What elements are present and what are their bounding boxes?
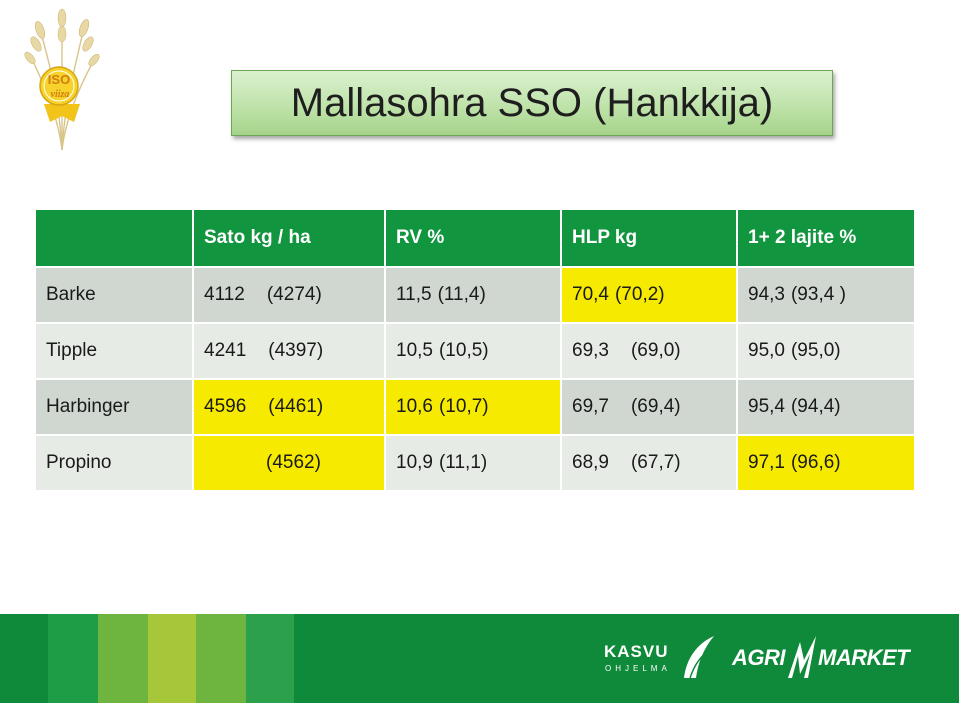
- kasvu-logo-subtext: OHJELMA: [605, 664, 671, 673]
- agrimarket-logo: AGRI MARKET: [732, 634, 914, 680]
- row-label: Tipple: [36, 324, 192, 378]
- row-label: Barke: [36, 268, 192, 322]
- kasvu-logo-text: KASVU: [604, 642, 669, 661]
- cell-yield: 4241 (4397): [194, 324, 384, 378]
- page-title: Mallasohra SSO (Hankkija): [290, 81, 774, 125]
- cell-grading: 97,1 (96,6): [738, 436, 914, 490]
- cell-grading: 95,0 (95,0): [738, 324, 914, 378]
- cell-protein: 10,6 (10,7): [386, 380, 560, 434]
- table-row: Harbinger 4596 (4461) 10,6 (10,7) 69,7 (69,…: [36, 380, 914, 434]
- header-grading: 1+ 2 lajite %: [738, 210, 914, 266]
- svg-text:ISO: ISO: [48, 72, 70, 87]
- iso-viiza-logo: ISO viiza: [22, 0, 102, 151]
- cell-hectoliter: 68,9 (67,7): [562, 436, 736, 490]
- cell-hectoliter: 70,4 (70,2): [562, 268, 736, 322]
- cell-hectoliter: 69,7 (69,4): [562, 380, 736, 434]
- header-cell-empty: [36, 210, 192, 266]
- header-row: Sato kg / ha RV % HLP kg 1+ 2 lajite %: [36, 210, 914, 266]
- row-label: Harbinger: [36, 380, 192, 434]
- cell-yield: (4562): [194, 436, 384, 490]
- header-protein: RV %: [386, 210, 560, 266]
- cell-yield: 4596 (4461): [194, 380, 384, 434]
- footer-stripe: [148, 614, 196, 703]
- footer-band: [0, 614, 959, 703]
- header-yield: Sato kg / ha: [194, 210, 384, 266]
- leaf-icon: [684, 636, 714, 679]
- table-row: Barke 4112 (4274) 11,5 (11,4) 70,4 (70,2) 9…: [36, 268, 914, 322]
- footer-stripe: [196, 614, 246, 703]
- table-row: Tipple 4241 (4397) 10,5 (10,5) 69,3 (69,0) …: [36, 324, 914, 378]
- header-hectoliter: HLP kg: [562, 210, 736, 266]
- title-box: Mallasohra SSO (Hankkija): [231, 70, 833, 136]
- market-text: MARKET: [818, 645, 910, 670]
- footer-stripe: [48, 614, 98, 703]
- cell-hectoliter: 69,3 (69,0): [562, 324, 736, 378]
- cell-yield: 4112 (4274): [194, 268, 384, 322]
- svg-text:viiza: viiza: [51, 89, 70, 100]
- footer-stripe: [0, 614, 48, 703]
- kasvu-logo: KASVU OHJELMA: [604, 634, 716, 680]
- row-label: Propino: [36, 436, 192, 490]
- cell-protein: 10,9 (11,1): [386, 436, 560, 490]
- cell-protein: 10,5 (10,5): [386, 324, 560, 378]
- wheat-icon: ISO viiza: [24, 8, 100, 151]
- results-table: Sato kg / ha RV % HLP kg 1+ 2 lajite % B…: [34, 208, 916, 492]
- cell-protein: 11,5 (11,4): [386, 268, 560, 322]
- table-row: Propino (4562) 10,9 (11,1) 68,9 (67,7) 97,…: [36, 436, 914, 490]
- swoosh-icon: [788, 636, 816, 678]
- agri-text: AGRI: [732, 645, 786, 670]
- cell-grading: 95,4 (94,4): [738, 380, 914, 434]
- footer-stripe: [246, 614, 294, 703]
- footer-stripe: [98, 614, 148, 703]
- cell-grading: 94,3 (93,4 ): [738, 268, 914, 322]
